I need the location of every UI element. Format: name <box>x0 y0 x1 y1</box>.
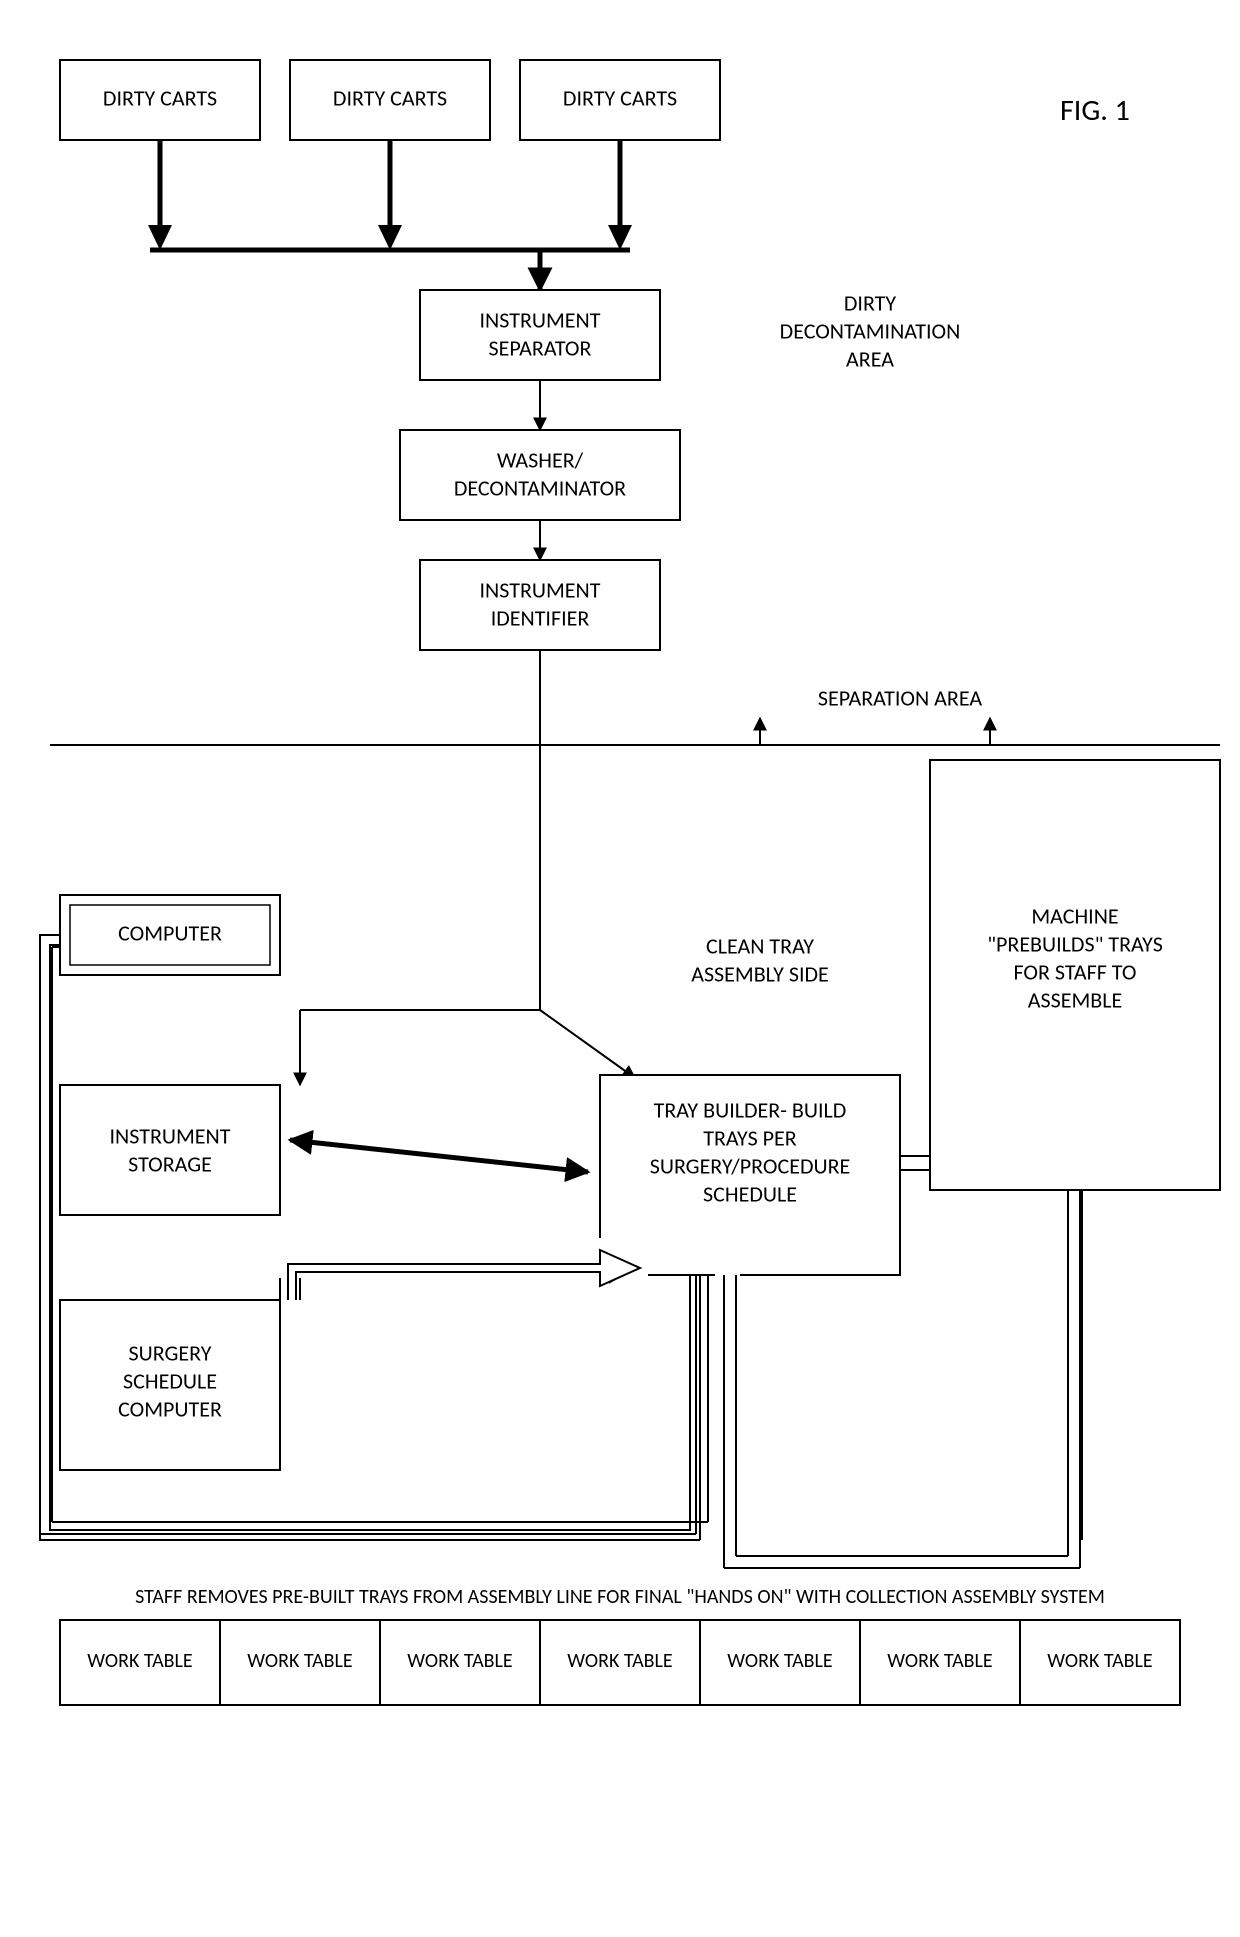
svg-text:FOR STAFF TO: FOR STAFF TO <box>1014 958 1137 985</box>
svg-text:WORK TABLE: WORK TABLE <box>727 1649 832 1673</box>
svg-text:ASSEMBLE: ASSEMBLE <box>1028 986 1122 1013</box>
svg-text:"PREBUILDS" TRAYS: "PREBUILDS" TRAYS <box>987 930 1163 957</box>
svg-text:COMPUTER: COMPUTER <box>118 919 222 946</box>
svg-text:DIRTY CARTS: DIRTY CARTS <box>333 84 447 111</box>
svg-text:DIRTY CARTS: DIRTY CARTS <box>563 84 677 111</box>
svg-text:MACHINE: MACHINE <box>1031 902 1118 929</box>
node-surgery-schedule-computer: SURGERY SCHEDULE COMPUTER <box>60 1300 280 1470</box>
staff-removes-label: STAFF REMOVES PRE-BUILT TRAYS FROM ASSEM… <box>135 1585 1105 1609</box>
separation-area-label: SEPARATION AREA <box>818 684 982 711</box>
node-instrument-separator: INSTRUMENT SEPARATOR <box>420 290 660 380</box>
svg-text:WORK TABLE: WORK TABLE <box>567 1649 672 1673</box>
svg-text:COMPUTER: COMPUTER <box>118 1395 222 1422</box>
svg-text:ASSEMBLY SIDE: ASSEMBLY SIDE <box>691 960 829 987</box>
node-dirty-carts-2: DIRTY CARTS <box>290 60 490 140</box>
hollow-connector-builder-prebuild <box>900 1156 930 1170</box>
svg-text:DECONTAMINATOR: DECONTAMINATOR <box>454 474 626 501</box>
svg-text:WORK TABLE: WORK TABLE <box>887 1649 992 1673</box>
edge-storage-traybuilder <box>290 1140 588 1172</box>
svg-text:WORK TABLE: WORK TABLE <box>407 1649 512 1673</box>
node-washer-decontaminator: WASHER/ DECONTAMINATOR <box>400 430 680 520</box>
figure-title: FIG. 1 <box>1060 92 1130 129</box>
node-instrument-identifier: INSTRUMENT IDENTIFIER <box>420 560 660 650</box>
svg-text:WORK TABLE: WORK TABLE <box>247 1649 352 1673</box>
svg-text:WORK TABLE: WORK TABLE <box>1047 1649 1152 1673</box>
svg-text:DIRTY: DIRTY <box>844 289 897 316</box>
clean-side-label: CLEAN TRAY ASSEMBLY SIDE <box>691 932 829 987</box>
svg-text:SURGERY/PROCEDURE: SURGERY/PROCEDURE <box>650 1152 851 1179</box>
svg-text:SEPARATOR: SEPARATOR <box>489 334 592 361</box>
svg-text:INSTRUMENT: INSTRUMENT <box>480 306 601 333</box>
svg-text:TRAY BUILDER- BUILD: TRAY BUILDER- BUILD <box>654 1096 847 1123</box>
dirty-area-label: DIRTY DECONTAMINATION AREA <box>780 289 961 372</box>
svg-text:DIRTY CARTS: DIRTY CARTS <box>103 84 217 111</box>
svg-text:SCHEDULE: SCHEDULE <box>703 1180 797 1207</box>
svg-text:CLEAN TRAY: CLEAN TRAY <box>706 932 814 959</box>
svg-text:INSTRUMENT: INSTRUMENT <box>480 576 601 603</box>
node-dirty-carts-3: DIRTY CARTS <box>520 60 720 140</box>
svg-text:SCHEDULE: SCHEDULE <box>123 1367 217 1394</box>
node-computer: COMPUTER <box>60 895 280 975</box>
svg-text:INSTRUMENT: INSTRUMENT <box>110 1122 231 1149</box>
work-tables-row: WORK TABLE WORK TABLE WORK TABLE WORK TA… <box>60 1620 1180 1705</box>
node-machine-prebuilds: MACHINE "PREBUILDS" TRAYS FOR STAFF TO A… <box>930 760 1220 1190</box>
svg-text:WORK TABLE: WORK TABLE <box>87 1649 192 1673</box>
svg-text:DECONTAMINATION: DECONTAMINATION <box>780 317 961 344</box>
svg-text:WASHER/: WASHER/ <box>497 446 584 473</box>
svg-text:AREA: AREA <box>846 345 894 372</box>
svg-text:IDENTIFIER: IDENTIFIER <box>491 604 590 631</box>
node-instrument-storage: INSTRUMENT STORAGE <box>60 1085 280 1215</box>
node-dirty-carts-1: DIRTY CARTS <box>60 60 260 140</box>
svg-text:STORAGE: STORAGE <box>128 1150 212 1177</box>
svg-text:SURGERY: SURGERY <box>129 1339 212 1366</box>
svg-text:TRAYS PER: TRAYS PER <box>703 1124 797 1151</box>
flowchart-diagram: FIG. 1 DIRTY CARTS DIRTY CARTS DIRTY CAR… <box>0 0 1240 1937</box>
